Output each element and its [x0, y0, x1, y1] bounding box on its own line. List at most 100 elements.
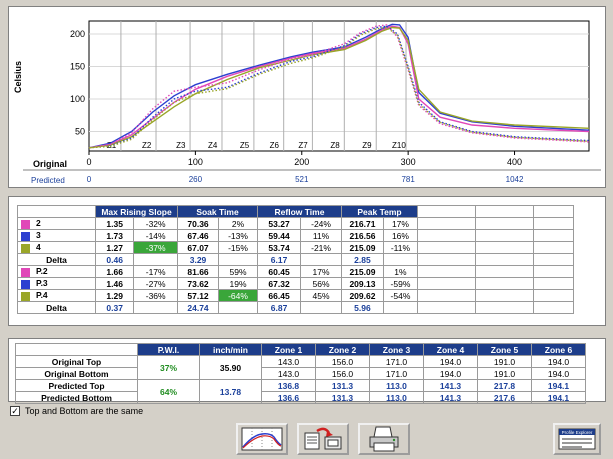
metric-value: 6.17	[256, 253, 302, 266]
metric-value: 216.56	[341, 229, 384, 242]
metrics-row-label: Delta	[17, 301, 96, 314]
top-bottom-same-label: Top and Bottom are the same	[25, 406, 144, 416]
series-color-swatch	[21, 279, 30, 289]
profile-series-line	[88, 26, 590, 149]
metric-value: 215.09	[341, 241, 384, 254]
metrics-extra-cell	[533, 265, 574, 278]
metrics-row-label: 4	[17, 241, 96, 254]
metric-value: 67.07	[176, 241, 220, 254]
metrics-extra-cell	[417, 277, 476, 290]
original-top-zone[interactable]: 156.0	[315, 355, 370, 368]
zone-corner	[15, 343, 138, 356]
predicted-top-zone[interactable]: 194.1	[531, 379, 586, 392]
metrics-row-label: P.3	[17, 277, 96, 290]
predicted-bottom-zone[interactable]: 194.1	[531, 391, 586, 404]
original-bottom-zone[interactable]: 194.0	[423, 367, 478, 380]
original-top-zone[interactable]: 171.0	[369, 355, 424, 368]
series-color-swatch	[21, 231, 30, 241]
original-bottom-zone[interactable]: 194.0	[531, 367, 586, 380]
predicted-bottom-zone[interactable]: 113.0	[369, 391, 424, 404]
predicted-top-label: Predicted Top	[15, 379, 138, 392]
original-axis-label: Original	[33, 159, 67, 169]
metrics-header-slope: Max Rising Slope	[95, 205, 178, 218]
top-bottom-same-checkbox[interactable]: ✓	[10, 406, 20, 416]
metric-percent	[218, 301, 258, 314]
predicted-top-zone[interactable]: 141.3	[423, 379, 478, 392]
metrics-row: 4 1.27 -37% 67.07 -15% 53.74 -21% 215.09 -11%	[17, 241, 574, 254]
metric-percent: 17%	[300, 265, 342, 278]
metrics-table: Max Rising Slope Soak Time Reflow Time P…	[17, 205, 574, 314]
graph-view-button[interactable]	[236, 423, 288, 455]
metric-percent	[382, 253, 419, 266]
predicted-bottom-zone[interactable]: 131.3	[315, 391, 370, 404]
zone-label: Z2	[142, 141, 152, 150]
metrics-extra-cell	[475, 289, 534, 302]
top-bottom-same-option[interactable]: ✓ Top and Bottom are the same	[10, 406, 143, 416]
metrics-header-peak: Peak Temp	[341, 205, 418, 218]
predicted-axis-label: Predicted	[31, 176, 65, 185]
metric-value: 1.27	[94, 241, 135, 254]
predicted-top-zone[interactable]: 217.8	[477, 379, 532, 392]
predicted-speed[interactable]: 13.78	[199, 379, 262, 404]
original-top-zone[interactable]: 194.0	[531, 355, 586, 368]
original-bottom-label: Original Bottom	[15, 367, 138, 380]
predicted-bottom-zone[interactable]: 217.6	[477, 391, 532, 404]
metrics-row: 2 1.35 -32% 70.36 2% 53.27 -24% 216.71 17%	[17, 217, 574, 230]
metric-percent: 59%	[218, 265, 258, 278]
y-tick-label: 100	[70, 94, 85, 104]
metrics-row: P.3 1.46 -27% 73.62 19% 67.32 56% 209.13 -59%	[17, 277, 574, 290]
metric-percent: -24%	[300, 217, 342, 230]
original-top-zone[interactable]: 191.0	[477, 355, 532, 368]
metrics-header-soak: Soak Time	[177, 205, 258, 218]
printer-icon	[369, 426, 399, 452]
metric-value: 215.09	[341, 265, 384, 278]
original-bottom-zone[interactable]: 191.0	[477, 367, 532, 380]
zone-header-4: Zone 4	[423, 343, 478, 356]
export-icon	[304, 427, 342, 450]
y-tick-label: 200	[70, 29, 85, 39]
metrics-extra-cell	[417, 229, 476, 242]
metrics-row-label: Delta	[17, 253, 96, 266]
profile-series-line	[88, 25, 590, 149]
predicted-bottom-zone[interactable]: 136.6	[261, 391, 316, 404]
metric-value: 1.66	[94, 265, 135, 278]
metric-percent	[133, 253, 178, 266]
zone-label: Z7	[298, 141, 308, 150]
metric-value: 0.37	[94, 301, 135, 314]
zone-label: Z4	[208, 141, 218, 150]
metrics-row-name: Delta	[46, 254, 67, 265]
predicted-top-zone[interactable]: 113.0	[369, 379, 424, 392]
metrics-extra-cell	[417, 253, 476, 266]
metrics-row-label: P.2	[17, 265, 96, 278]
metric-value: 67.32	[256, 277, 302, 290]
original-top-zone[interactable]: 143.0	[261, 355, 316, 368]
predicted-top-zone[interactable]: 136.8	[261, 379, 316, 392]
profile-explorer-button[interactable]: Profile Explorer	[553, 423, 601, 455]
metric-percent: -14%	[133, 229, 178, 242]
series-color-swatch	[21, 267, 30, 277]
metric-percent: -36%	[133, 289, 178, 302]
zone-header-1: Zone 1	[261, 343, 316, 356]
series-color-swatch	[21, 243, 30, 253]
original-top-label: Original Top	[15, 355, 138, 368]
metrics-row-name: Delta	[46, 302, 67, 313]
original-top-zone[interactable]: 194.0	[423, 355, 478, 368]
export-profile-button[interactable]	[297, 423, 349, 455]
original-bottom-zone[interactable]: 171.0	[369, 367, 424, 380]
metrics-row-label: 3	[17, 229, 96, 242]
original-speed[interactable]: 35.90	[199, 355, 262, 380]
print-button[interactable]	[358, 423, 410, 455]
metric-value: 1.29	[94, 289, 135, 302]
predicted-bottom-zone[interactable]: 141.3	[423, 391, 478, 404]
metrics-extra-cell	[417, 301, 476, 314]
metric-percent: 2%	[218, 217, 258, 230]
predicted-top-zone[interactable]: 131.3	[315, 379, 370, 392]
original-bottom-zone[interactable]: 156.0	[315, 367, 370, 380]
metric-percent: -21%	[300, 241, 342, 254]
original-bottom-zone[interactable]: 143.0	[261, 367, 316, 380]
metric-value: 5.96	[341, 301, 384, 314]
metric-value: 60.45	[256, 265, 302, 278]
metrics-row-label: 2	[17, 217, 96, 230]
metric-percent: 17%	[382, 217, 419, 230]
predicted-x-tick-label: 521	[295, 175, 309, 184]
